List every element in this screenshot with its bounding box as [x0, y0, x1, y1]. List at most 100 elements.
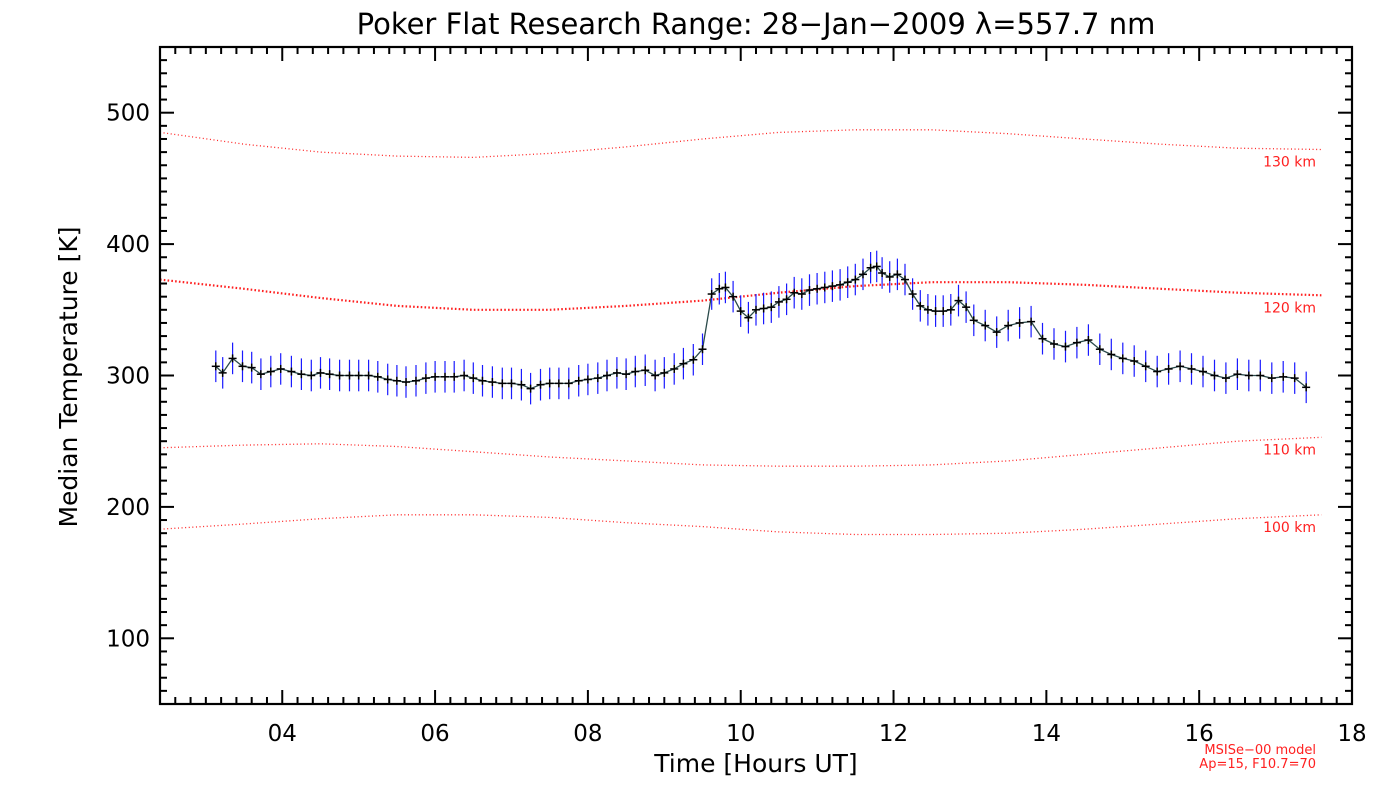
x-tick-label: 14 — [1032, 721, 1061, 747]
data-point — [287, 367, 296, 376]
data-point — [622, 370, 631, 379]
data-point — [698, 345, 707, 354]
data-point — [1061, 342, 1070, 351]
data-point — [1095, 345, 1104, 354]
data-point — [1176, 362, 1185, 371]
model-label-120-km: 120 km — [1263, 300, 1316, 316]
data-point — [354, 371, 363, 380]
data-point — [1050, 339, 1058, 348]
data-point — [583, 375, 592, 384]
data-point — [603, 371, 611, 380]
data-point — [1072, 338, 1081, 347]
data-point — [752, 305, 760, 314]
y-tick-label: 100 — [106, 626, 150, 652]
model-curves — [160, 129, 1322, 536]
data-point — [1279, 372, 1288, 381]
x-tick-label: 08 — [573, 721, 602, 747]
data-point — [715, 284, 724, 293]
data-point — [364, 371, 373, 380]
data-point — [574, 376, 583, 385]
data-point — [878, 269, 887, 278]
data-point — [247, 363, 256, 372]
data-point — [1302, 383, 1311, 392]
plot-area: 130 km 120 km 110 km 100 km 04 06 08 10 12 14 16 18… — [106, 45, 1367, 747]
data-point — [266, 367, 275, 376]
data-point — [790, 288, 799, 297]
model-label-100-km: 100 km — [1263, 520, 1316, 536]
model-curve-110-km — [160, 436, 1322, 467]
data-point — [460, 371, 469, 380]
data-point — [1038, 334, 1047, 343]
data-series — [211, 250, 1311, 405]
data-point — [478, 376, 487, 385]
data-point — [1290, 374, 1299, 383]
data-point — [218, 368, 227, 377]
data-point — [660, 368, 669, 377]
y-tick-label: 300 — [106, 364, 150, 390]
data-point — [916, 301, 925, 310]
data-point — [774, 297, 783, 306]
data-point — [872, 262, 881, 271]
data-point — [631, 367, 640, 376]
data-point — [736, 307, 745, 316]
data-point — [307, 371, 316, 380]
data-point — [373, 372, 382, 381]
data-point — [498, 379, 507, 388]
data-point — [1221, 374, 1230, 383]
model-label-130-km: 130 km — [1263, 155, 1316, 171]
data-point — [1084, 336, 1093, 345]
data-point — [1004, 321, 1013, 330]
data-point — [1233, 370, 1242, 379]
x-tick-label: 16 — [1185, 721, 1214, 747]
data-point — [1027, 317, 1036, 326]
data-point — [851, 275, 860, 284]
x-tick-label: 18 — [1337, 721, 1366, 747]
x-tick-label: 04 — [268, 721, 297, 747]
data-point — [992, 328, 1001, 337]
data-point — [939, 307, 948, 316]
data-point — [843, 278, 852, 287]
data-point — [923, 305, 932, 314]
data-point — [345, 371, 354, 380]
data-point — [805, 286, 814, 295]
data-point — [411, 376, 420, 385]
data-point — [554, 379, 563, 388]
data-point — [901, 275, 909, 284]
data-point — [297, 370, 306, 379]
data-point — [276, 364, 285, 373]
data-point — [931, 307, 940, 316]
data-point — [885, 272, 894, 281]
x-tick-label: 06 — [420, 721, 449, 747]
data-point — [612, 368, 621, 377]
data-point — [335, 371, 344, 380]
data-point — [238, 362, 247, 371]
data-point — [228, 354, 237, 363]
data-point — [421, 374, 430, 383]
data-point — [526, 384, 535, 393]
data-point — [469, 374, 478, 383]
data-point — [441, 372, 450, 381]
data-point — [908, 290, 917, 299]
model-curve-130-km — [160, 129, 1322, 159]
data-point — [866, 263, 875, 272]
data-point — [813, 284, 822, 293]
data-point — [858, 270, 867, 279]
data-point — [962, 303, 971, 312]
data-point — [759, 304, 768, 313]
data-point — [383, 375, 392, 384]
data-point — [689, 355, 698, 364]
data-point — [981, 321, 990, 330]
data-point — [593, 374, 602, 383]
data-point — [1153, 367, 1162, 376]
model-note-line-2: Ap=15, F10.7=70 — [1199, 757, 1316, 772]
data-point — [1267, 374, 1276, 383]
data-point — [744, 313, 753, 322]
data-point — [450, 372, 459, 381]
data-point — [1199, 367, 1207, 376]
data-point — [316, 368, 325, 377]
data-point — [1141, 362, 1150, 371]
data-point — [256, 370, 265, 379]
data-point — [729, 292, 738, 301]
